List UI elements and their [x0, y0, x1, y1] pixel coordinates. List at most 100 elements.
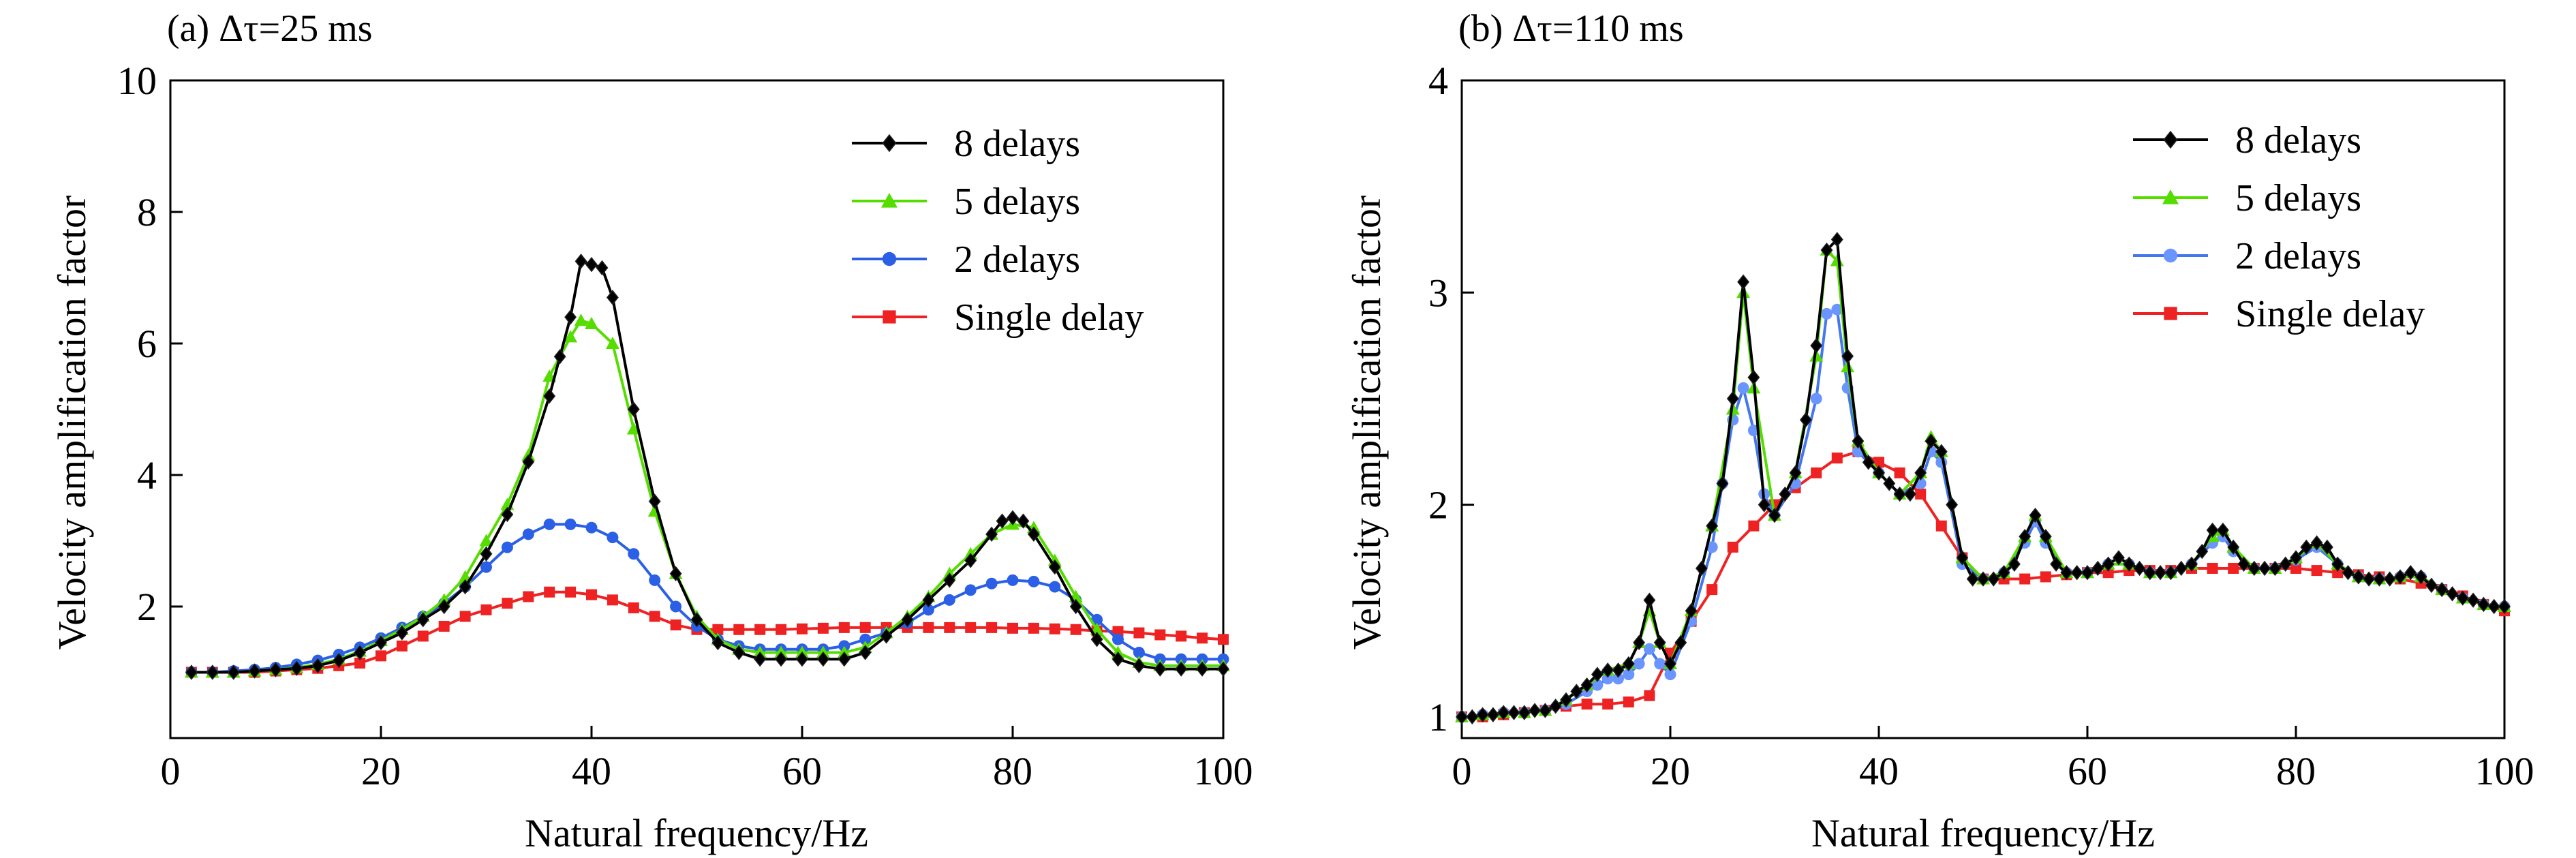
chart-panel-b: (b) Δτ=110 ms Velocity amplification fac…: [1345, 7, 2534, 855]
panel-b-data-point: [1987, 571, 2000, 587]
panel-b-data-point: [2414, 569, 2427, 585]
panel-a-data-point: [375, 634, 387, 651]
panel-b-data-point: [1935, 520, 1947, 532]
panel-a-data-point: [838, 622, 850, 633]
panel-b-data-point: [1841, 348, 1854, 364]
panel-b-data-point: [2258, 560, 2271, 577]
panel-a-series-line: [191, 318, 1223, 674]
panel-b-data-point: [1706, 584, 1718, 596]
panel-b-data-point: [1810, 393, 1822, 405]
panel-a-series-5-delays: [184, 313, 1230, 678]
panel-b-data-point: [2227, 539, 2240, 555]
panel-b-data-point: [2467, 592, 2480, 608]
panel-b-data-point: [1643, 592, 1656, 608]
panel-a-data-point: [333, 652, 346, 669]
panel-b-data-point: [2425, 577, 2438, 594]
panel-b-x-tick-label: 100: [2475, 749, 2534, 793]
panel-a-data-point: [775, 651, 788, 667]
panel-a-data-point: [1017, 513, 1030, 529]
panel-a-data-point: [1133, 627, 1145, 639]
panel-a-data-point: [564, 518, 577, 530]
panel-b-data-point: [1914, 465, 1927, 481]
panel-b-y-tick-label: 2: [1428, 483, 1448, 527]
panel-a-data-point: [480, 546, 493, 562]
panel-a-data-point: [797, 623, 808, 634]
panel-a-data-point: [649, 611, 660, 622]
panel-b-data-point: [2112, 550, 2125, 566]
panel-a-data-point: [922, 604, 934, 616]
panel-b-data-point: [1820, 242, 1833, 258]
panel-b-data-point: [2228, 562, 2239, 574]
panel-a-legend-marker: [881, 193, 898, 208]
panel-b-data-point: [1518, 705, 1531, 720]
panel-b-data-point: [2394, 569, 2406, 585]
panel-b-y-ticks: 1 2 3 4: [1428, 59, 1474, 739]
panel-a-data-point: [690, 612, 703, 628]
panel-b-data-point: [2206, 522, 2219, 538]
panel-a-data-point: [1028, 575, 1040, 587]
panel-a-data-point: [838, 651, 850, 667]
panel-b-data-point: [1831, 453, 1843, 464]
panel-a-x-tick-label: 80: [993, 749, 1032, 793]
panel-b-data-point: [1466, 709, 1479, 725]
panel-b-data-point: [1644, 690, 1655, 701]
panel-a-x-axis-label: Natural frequency/Hz: [525, 811, 868, 855]
panel-a-data-point: [1217, 661, 1229, 677]
panel-a-data-point: [544, 586, 555, 598]
panel-a-x-tick-label: 0: [161, 749, 181, 793]
panel-b-data-point: [1831, 303, 1843, 316]
panel-b-legend-marker: [2163, 130, 2178, 149]
panel-b-data-point: [2320, 539, 2333, 555]
panel-a-axes: 0 20 40 60 80 100 2 4 6 8 10: [117, 59, 1253, 793]
panel-b-data-point: [2091, 560, 2104, 577]
panel-a-data-point: [1112, 626, 1124, 637]
panel-a-data-point: [522, 454, 535, 470]
panel-b-data-point: [1529, 703, 1542, 718]
panel-b-data-point: [2196, 543, 2209, 560]
panel-a-y-tick-label: 2: [137, 585, 157, 629]
panel-b-y-tick-label: 4: [1428, 59, 1448, 103]
panel-b-data-point: [1799, 412, 1812, 428]
panel-b-data-point: [1570, 684, 1583, 699]
panel-b-data-point: [1946, 497, 1959, 512]
panel-a-legend-item-2-delays: 2 delays: [852, 239, 1080, 281]
panel-a-x-ticks: 0 20 40 60 80 100: [161, 726, 1253, 793]
panel-b-data-point: [1622, 656, 1635, 672]
panel-b-data-point: [2186, 556, 2198, 572]
panel-b-data-point: [1716, 476, 1729, 491]
panel-b-y-tick-label: 1: [1428, 695, 1448, 739]
panel-b-data-point: [1612, 673, 1624, 685]
panel-a-data-point: [480, 561, 492, 573]
panel-b-data-point: [1810, 337, 1823, 354]
panel-b-data-point: [1925, 433, 1937, 449]
panel-b-data-point: [1966, 571, 1979, 587]
panel-b-data-point: [1549, 699, 1562, 714]
panel-b-x-tick-label: 80: [2276, 749, 2316, 793]
panel-a-data-point: [901, 612, 914, 628]
panel-a-data-point: [574, 313, 588, 326]
panel-a-data-point: [1069, 598, 1082, 615]
panel-b-data-point: [1633, 634, 1646, 651]
panel-b-data-point: [1685, 603, 1698, 619]
panel-b-data-point: [1893, 486, 1906, 502]
panel-b-data-point: [1737, 382, 1749, 394]
panel-a-data-point: [1048, 559, 1061, 575]
panel-b-data-point: [1873, 465, 1885, 481]
panel-a-data-point: [553, 349, 566, 365]
panel-b-data-point: [2373, 571, 2386, 587]
panel-b-data-point: [1894, 467, 1905, 478]
panel-a-data-point: [922, 592, 935, 608]
panel-a-data-point: [585, 256, 598, 273]
panel-b-y-axis-label: Velocity amplification factor: [1345, 196, 1389, 650]
panel-b-legend-item-8-delays: 8 delays: [2133, 119, 2361, 162]
panel-a-data-point: [290, 660, 303, 676]
panel-a-data-point: [627, 401, 640, 417]
panel-a-data-point: [1218, 634, 1229, 645]
panel-b-legend-item-single-delay: Single delay: [2133, 293, 2425, 335]
panel-b-data-point: [1809, 349, 1824, 362]
panel-a-data-point: [438, 598, 450, 615]
panel-a-data-point: [395, 625, 408, 641]
panel-b-data-point: [2498, 598, 2511, 615]
panel-a-data-point: [985, 577, 998, 589]
